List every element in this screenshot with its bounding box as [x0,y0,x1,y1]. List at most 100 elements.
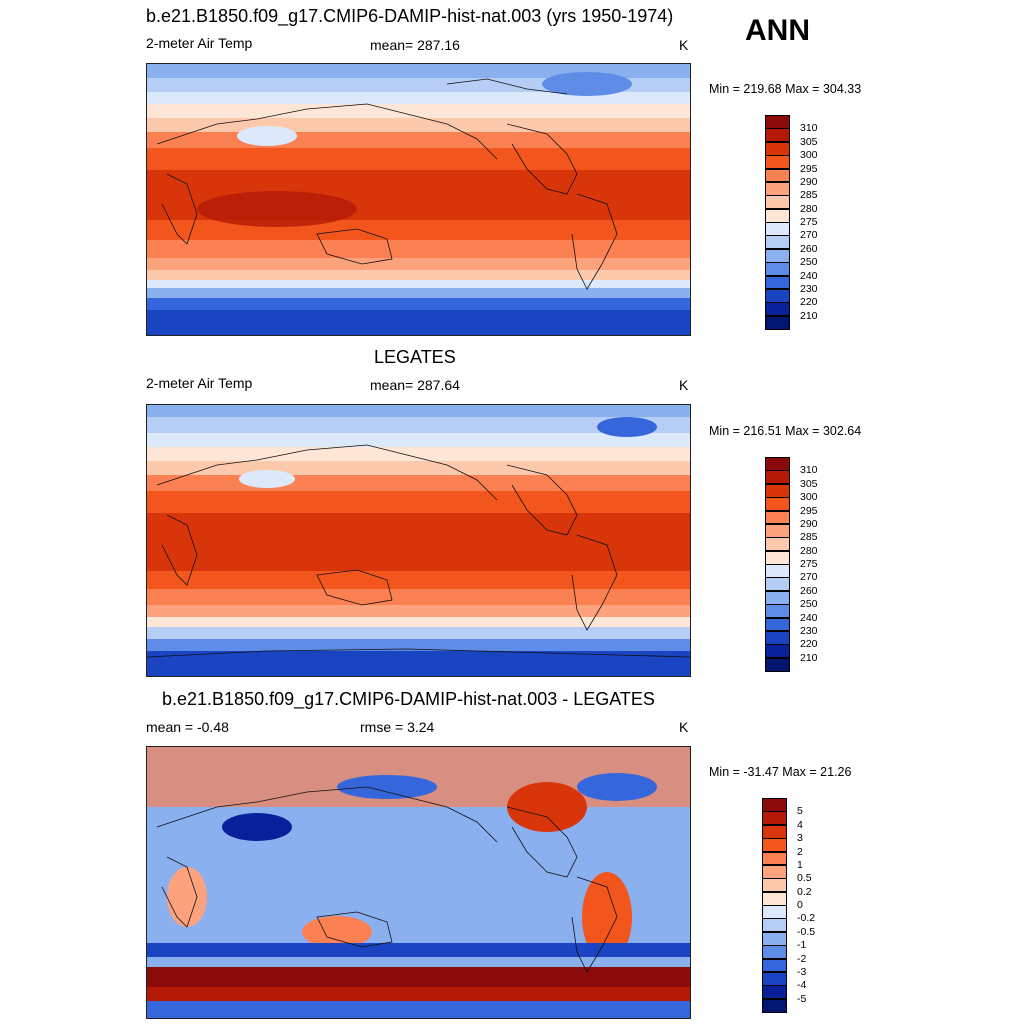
colorbar-swatch [765,497,790,511]
colorbar-swatch [762,998,787,1013]
arctic-band [147,64,690,78]
africa-bias [167,867,207,927]
colorbar-tick-label: 210 [800,309,818,322]
panel-3-colorbar: 5 4 3 2 1 0.5 0.2 0 -0.2 -0.5 -1 -2 -3 -4 -5 [762,798,842,1013]
colorbar-swatch [762,905,787,919]
subtropical-band [147,148,690,170]
antarctic-edge-band [147,639,690,651]
southern-ocean-mid [147,957,690,967]
colorbar-tick-label: 2 [797,845,803,858]
colorbar-swatch [765,483,790,498]
colorbar-swatch [765,168,790,183]
colorbar-tick-label: 300 [800,491,818,504]
sea-ice-warm-bias [147,967,690,987]
colorbar-swatch [765,262,790,276]
colorbar-swatch [765,128,790,143]
colorbar-tick-label: 305 [800,477,818,490]
south-subtropical-band [147,571,690,589]
panel-3-rmse-label: rmse = 3.24 [360,719,435,735]
subtropical-band [147,491,690,513]
colorbar-tick-label: -2 [797,952,807,965]
colorbar-swatch [765,315,790,330]
colorbar-tick-label: 270 [800,571,818,584]
colorbar-tick-label: 4 [797,818,803,831]
temperate-band [147,461,690,475]
arctic-band [147,405,690,417]
colorbar-swatch [765,470,790,485]
colorbar-swatch [762,811,787,826]
colorbar-swatch [765,617,790,632]
colorbar-swatch [762,891,787,906]
colorbar-tick-label: 230 [800,282,818,295]
colorbar-swatch [762,931,787,946]
warm-pool [197,191,357,227]
cool-temperate-band [147,104,690,118]
colorbar-swatch [765,195,790,210]
coastlines [156,786,618,973]
south-america-warm-bias [582,872,632,962]
colorbar-swatch [765,550,790,565]
colorbar-tick-label: 240 [800,269,818,282]
tibet-cold-bias [222,813,292,841]
colorbar-swatch [762,851,787,866]
colorbar-swatch [762,878,787,893]
colorbar-tick-label: -3 [797,965,807,978]
coastlines [156,78,618,290]
panel-2-mean-label: mean= 287.64 [370,377,460,393]
colorbar-swatch [762,824,787,839]
colorbar-tick-label: 230 [800,624,818,637]
atlantic-cold-bias [577,773,657,801]
colorbar-swatch [762,918,787,933]
colorbar-tick-label: 250 [800,598,818,611]
colorbar-tick-label: 3 [797,832,803,845]
panel-1-mean-label: mean= 287.16 [370,37,460,53]
colorbar-tick-label: 290 [800,517,818,530]
colorbar-swatch [765,644,790,659]
south-cool-band [147,270,690,280]
colorbar-tick-label: 310 [800,464,818,477]
colorbar-swatch [765,288,790,303]
colorbar-tick-label: 260 [800,242,818,255]
high-lat-band [147,433,690,447]
colorbar-tick-label: -4 [797,979,807,992]
cool-temperate-band [147,447,690,461]
colorbar-tick-label: 285 [800,531,818,544]
high-lat-band [147,92,690,104]
panel-1-minmax: Min = 219.68 Max = 304.33 [709,82,862,96]
panel-2-minmax: Min = 216.51 Max = 302.64 [709,424,862,438]
panel-3-map [146,746,691,1019]
antarctic-band [147,298,690,310]
colorbar-swatch [765,141,790,156]
panel-2-title: LEGATES [374,347,456,367]
panel-3-units-label: K [679,719,689,735]
colorbar-swatch [762,945,787,959]
south-temperate-band [147,258,690,270]
warm-temperate-band [147,475,690,491]
colorbar-swatch [765,155,790,169]
colorbar-swatch [762,985,787,1000]
panel-1-colorbar: 310 305 300 295 290 285 280 275 270 260 250 240 230 2… [765,115,845,330]
colorbar-swatch [765,275,790,290]
panel-3-minmax: Min = -31.47 Max = 21.26 [709,765,852,779]
colorbar-swatch [762,864,787,879]
colorbar-tick-label: 280 [800,202,818,215]
season-label: ANN [745,14,810,47]
colorbar-swatch [765,222,790,236]
antarctic-coast-warm-bias [147,987,690,1001]
south-temperate-band [147,605,690,617]
colorbar-tick-label: 290 [800,175,818,188]
colorbar-swatch [765,537,790,552]
panel-2-map-svg [147,405,690,676]
panel-3-title: b.e21.B1850.f09_g17.CMIP6-DAMIP-hist-nat… [162,689,655,709]
colorbar-swatch [762,958,787,973]
panel-1-map-svg [147,64,690,335]
subarctic-band [147,417,690,433]
colorbar-tick-label: -1 [797,939,807,952]
colorbar-swatch [765,564,790,578]
colorbar-swatch [762,798,787,812]
colorbar-tick-label: 270 [800,229,818,242]
antarctic-interior-band [147,310,690,335]
colorbar-swatch [765,302,790,317]
colorbar-swatch [765,577,790,592]
colorbar-swatch [765,208,790,223]
